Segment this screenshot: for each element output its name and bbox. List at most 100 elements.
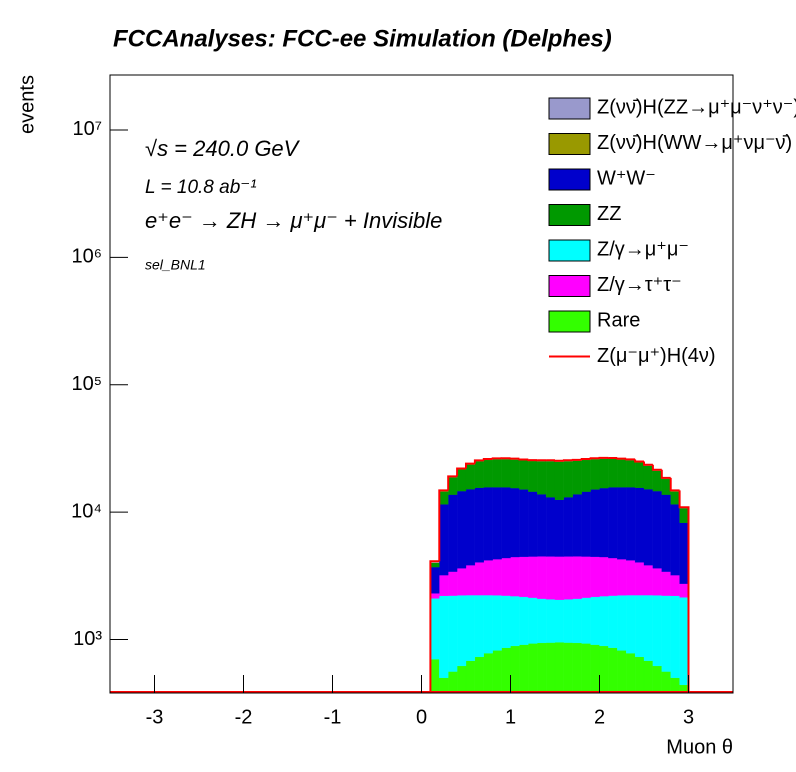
signal-step xyxy=(580,457,591,460)
bar xyxy=(679,583,689,598)
bar xyxy=(492,459,502,488)
bar xyxy=(554,461,565,500)
bar xyxy=(465,464,476,490)
legend-label: Z/γ→τ⁺τ⁻ xyxy=(597,274,682,296)
bar xyxy=(439,504,449,576)
bar xyxy=(554,499,565,557)
y-axis-label: events xyxy=(16,75,38,134)
bar xyxy=(439,595,449,678)
y-tick-label: 10⁷ xyxy=(73,118,102,140)
signal-step xyxy=(651,464,662,471)
legend-swatch xyxy=(548,97,591,120)
bar xyxy=(563,556,573,600)
x-tick-label: 3 xyxy=(683,706,694,728)
signal-step xyxy=(438,489,449,562)
legend-label: Z(νν̄)H(WW→μ⁺νμ⁻ν̄) xyxy=(597,132,792,154)
bar xyxy=(528,491,538,557)
bar xyxy=(572,642,582,694)
bar xyxy=(634,562,645,596)
bar xyxy=(519,556,529,598)
bar xyxy=(465,565,476,596)
bar xyxy=(554,556,565,600)
bar xyxy=(501,595,511,648)
bar xyxy=(483,487,493,561)
bar xyxy=(483,594,493,654)
bar xyxy=(519,489,529,557)
bar xyxy=(679,522,689,584)
signal-step xyxy=(634,459,644,463)
bar xyxy=(581,597,591,644)
bar xyxy=(430,659,440,694)
bar xyxy=(608,487,618,559)
bar xyxy=(510,459,520,489)
signal-step xyxy=(429,560,440,693)
signal-step xyxy=(643,461,653,466)
bar xyxy=(528,643,538,694)
signal-step xyxy=(491,457,502,460)
legend-label: W⁺W⁻ xyxy=(597,167,656,189)
bar xyxy=(599,595,609,647)
bar xyxy=(465,594,476,661)
bar xyxy=(537,642,547,694)
bar xyxy=(456,490,467,569)
bar xyxy=(448,477,458,495)
signal-step xyxy=(518,458,529,461)
bar xyxy=(617,595,627,651)
bar xyxy=(590,489,600,557)
bar xyxy=(661,671,671,694)
bar xyxy=(599,556,609,597)
bar xyxy=(679,597,689,686)
signal-step xyxy=(669,477,680,492)
bar xyxy=(599,645,609,694)
bar xyxy=(483,459,493,488)
bar xyxy=(430,562,440,568)
bar xyxy=(501,458,511,488)
bar xyxy=(590,596,600,645)
bar xyxy=(474,461,484,488)
chart-title: FCCAnalyses: FCC-ee Simulation (Delphes) xyxy=(113,25,612,52)
bar xyxy=(474,487,484,563)
bar xyxy=(634,462,645,488)
signal-step xyxy=(660,469,671,479)
bar xyxy=(617,487,627,560)
bar xyxy=(661,595,671,672)
legend-swatch xyxy=(548,133,591,155)
x-axis-label: Muon θ xyxy=(666,736,733,758)
legend-label: Z(μ⁻μ⁺)H(4ν) xyxy=(597,345,716,367)
bar xyxy=(492,650,502,694)
bar xyxy=(537,598,547,644)
bar xyxy=(448,595,458,672)
bar xyxy=(652,490,662,569)
bar xyxy=(492,559,502,596)
bar xyxy=(661,571,671,596)
x-tick-label: -2 xyxy=(235,706,253,728)
bar xyxy=(545,642,556,694)
bar xyxy=(465,660,476,694)
bar xyxy=(456,469,467,492)
bar xyxy=(528,460,538,492)
bar xyxy=(626,594,636,654)
y-tick-label: 10³ xyxy=(73,628,102,650)
bar xyxy=(634,487,645,563)
bar xyxy=(483,560,493,596)
bar xyxy=(537,556,547,599)
annotation: √s = 240.0 GeV xyxy=(145,136,301,161)
signal-step xyxy=(473,459,484,464)
bar xyxy=(643,594,654,661)
y-tick-label: 10⁵ xyxy=(71,373,102,395)
bar xyxy=(465,489,476,566)
bar xyxy=(670,677,680,694)
signal-step xyxy=(527,459,538,462)
legend-swatch xyxy=(548,204,591,226)
stack xyxy=(430,458,689,694)
bar xyxy=(670,491,680,505)
bar xyxy=(510,645,520,694)
x-tick-label: 0 xyxy=(416,706,427,728)
bar xyxy=(599,487,609,558)
bar xyxy=(448,494,458,572)
bar xyxy=(617,559,627,596)
bar xyxy=(430,598,440,660)
bar xyxy=(510,556,520,597)
bar xyxy=(545,497,556,557)
